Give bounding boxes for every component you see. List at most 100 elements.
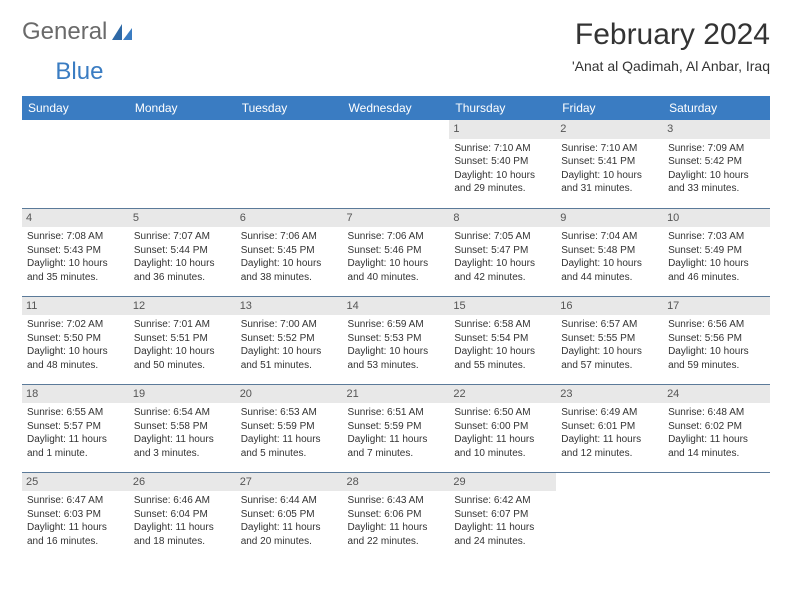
cell-daylight2: and 1 minute. (27, 447, 124, 461)
cell-sunrise: Sunrise: 6:51 AM (348, 406, 445, 420)
day-number: 4 (22, 209, 129, 228)
calendar-cell: 1Sunrise: 7:10 AMSunset: 5:40 PMDaylight… (449, 120, 556, 208)
calendar-cell: 4Sunrise: 7:08 AMSunset: 5:43 PMDaylight… (22, 208, 129, 296)
cell-daylight2: and 38 minutes. (241, 271, 338, 285)
calendar-cell: 23Sunrise: 6:49 AMSunset: 6:01 PMDayligh… (556, 384, 663, 472)
calendar-cell: 21Sunrise: 6:51 AMSunset: 5:59 PMDayligh… (343, 384, 450, 472)
cell-sunset: Sunset: 6:04 PM (134, 508, 231, 522)
calendar-cell: 5Sunrise: 7:07 AMSunset: 5:44 PMDaylight… (129, 208, 236, 296)
cell-sunrise: Sunrise: 6:56 AM (668, 318, 765, 332)
cell-daylight2: and 12 minutes. (561, 447, 658, 461)
cell-daylight2: and 5 minutes. (241, 447, 338, 461)
cell-sunset: Sunset: 5:52 PM (241, 332, 338, 346)
cell-daylight1: Daylight: 10 hours (561, 345, 658, 359)
day-header: Friday (556, 96, 663, 120)
cell-sunrise: Sunrise: 6:57 AM (561, 318, 658, 332)
day-number: 12 (129, 297, 236, 316)
day-number: 23 (556, 385, 663, 404)
cell-sunrise: Sunrise: 6:47 AM (27, 494, 124, 508)
calendar-week-row: 11Sunrise: 7:02 AMSunset: 5:50 PMDayligh… (22, 296, 770, 384)
month-title: February 2024 (572, 18, 770, 52)
location-text: 'Anat al Qadimah, Al Anbar, Iraq (572, 58, 770, 74)
calendar-cell: 17Sunrise: 6:56 AMSunset: 5:56 PMDayligh… (663, 296, 770, 384)
cell-sunset: Sunset: 6:02 PM (668, 420, 765, 434)
cell-sunrise: Sunrise: 7:10 AM (561, 142, 658, 156)
cell-daylight2: and 51 minutes. (241, 359, 338, 373)
day-number: 10 (663, 209, 770, 228)
calendar-header-row: SundayMondayTuesdayWednesdayThursdayFrid… (22, 96, 770, 120)
cell-sunrise: Sunrise: 7:04 AM (561, 230, 658, 244)
cell-sunrise: Sunrise: 7:02 AM (27, 318, 124, 332)
cell-daylight2: and 50 minutes. (134, 359, 231, 373)
day-number: 25 (22, 473, 129, 492)
cell-sunset: Sunset: 5:54 PM (454, 332, 551, 346)
cell-daylight2: and 53 minutes. (348, 359, 445, 373)
calendar-table: SundayMondayTuesdayWednesdayThursdayFrid… (22, 96, 770, 560)
cell-sunset: Sunset: 5:42 PM (668, 155, 765, 169)
day-header: Tuesday (236, 96, 343, 120)
day-number (343, 120, 450, 139)
cell-sunset: Sunset: 5:48 PM (561, 244, 658, 258)
cell-sunset: Sunset: 6:05 PM (241, 508, 338, 522)
cell-daylight1: Daylight: 10 hours (241, 257, 338, 271)
calendar-cell: 10Sunrise: 7:03 AMSunset: 5:49 PMDayligh… (663, 208, 770, 296)
calendar-cell: 7Sunrise: 7:06 AMSunset: 5:46 PMDaylight… (343, 208, 450, 296)
day-header: Sunday (22, 96, 129, 120)
cell-daylight1: Daylight: 11 hours (241, 521, 338, 535)
day-number: 6 (236, 209, 343, 228)
cell-daylight1: Daylight: 10 hours (668, 169, 765, 183)
calendar-cell: 11Sunrise: 7:02 AMSunset: 5:50 PMDayligh… (22, 296, 129, 384)
cell-daylight2: and 44 minutes. (561, 271, 658, 285)
day-number: 14 (343, 297, 450, 316)
day-number: 1 (449, 120, 556, 139)
day-header: Monday (129, 96, 236, 120)
cell-sunset: Sunset: 5:55 PM (561, 332, 658, 346)
cell-sunrise: Sunrise: 6:49 AM (561, 406, 658, 420)
calendar-cell: 20Sunrise: 6:53 AMSunset: 5:59 PMDayligh… (236, 384, 343, 472)
calendar-cell: 19Sunrise: 6:54 AMSunset: 5:58 PMDayligh… (129, 384, 236, 472)
cell-sunset: Sunset: 5:46 PM (348, 244, 445, 258)
calendar-cell: 26Sunrise: 6:46 AMSunset: 6:04 PMDayligh… (129, 472, 236, 560)
cell-daylight1: Daylight: 10 hours (134, 345, 231, 359)
calendar-cell: 22 Sunrise: 6:50 AMSunset: 6:00 PMDayligh… (449, 384, 556, 472)
cell-daylight2: and 29 minutes. (454, 182, 551, 196)
calendar-week-row: 1Sunrise: 7:10 AMSunset: 5:40 PMDaylight… (22, 120, 770, 208)
calendar-cell: 2Sunrise: 7:10 AMSunset: 5:41 PMDaylight… (556, 120, 663, 208)
title-block: February 2024 'Anat al Qadimah, Al Anbar… (572, 18, 770, 74)
day-number (663, 473, 770, 492)
cell-daylight1: Daylight: 11 hours (27, 433, 124, 447)
cell-daylight1: Daylight: 11 hours (27, 521, 124, 535)
cell-sunrise: Sunrise: 7:06 AM (241, 230, 338, 244)
day-number: 27 (236, 473, 343, 492)
day-number: 20 (236, 385, 343, 404)
cell-daylight2: and 48 minutes. (27, 359, 124, 373)
cell-daylight2: and 36 minutes. (134, 271, 231, 285)
cell-sunrise: Sunrise: 6:50 AM (454, 406, 551, 420)
day-number: 18 (22, 385, 129, 404)
day-number: 22 (449, 385, 556, 404)
calendar-cell (236, 120, 343, 208)
cell-sunrise: Sunrise: 7:06 AM (348, 230, 445, 244)
cell-daylight2: and 24 minutes. (454, 535, 551, 549)
cell-daylight1: Daylight: 11 hours (454, 433, 551, 447)
cell-daylight2: and 14 minutes. (668, 447, 765, 461)
calendar-cell (343, 120, 450, 208)
cell-daylight1: Daylight: 11 hours (348, 521, 445, 535)
cell-daylight1: Daylight: 11 hours (241, 433, 338, 447)
cell-daylight1: Daylight: 10 hours (348, 345, 445, 359)
day-number: 11 (22, 297, 129, 316)
calendar-cell: 6Sunrise: 7:06 AMSunset: 5:45 PMDaylight… (236, 208, 343, 296)
cell-daylight2: and 40 minutes. (348, 271, 445, 285)
cell-daylight1: Daylight: 10 hours (241, 345, 338, 359)
cell-sunset: Sunset: 6:00 PM (454, 420, 551, 434)
day-number: 16 (556, 297, 663, 316)
logo-sail-icon (111, 23, 133, 41)
day-header: Wednesday (343, 96, 450, 120)
day-number (22, 120, 129, 139)
cell-daylight1: Daylight: 10 hours (27, 345, 124, 359)
cell-daylight2: and 46 minutes. (668, 271, 765, 285)
day-number: 28 (343, 473, 450, 492)
logo-text-general: General (22, 18, 107, 46)
cell-daylight2: and 59 minutes. (668, 359, 765, 373)
cell-sunrise: Sunrise: 6:44 AM (241, 494, 338, 508)
